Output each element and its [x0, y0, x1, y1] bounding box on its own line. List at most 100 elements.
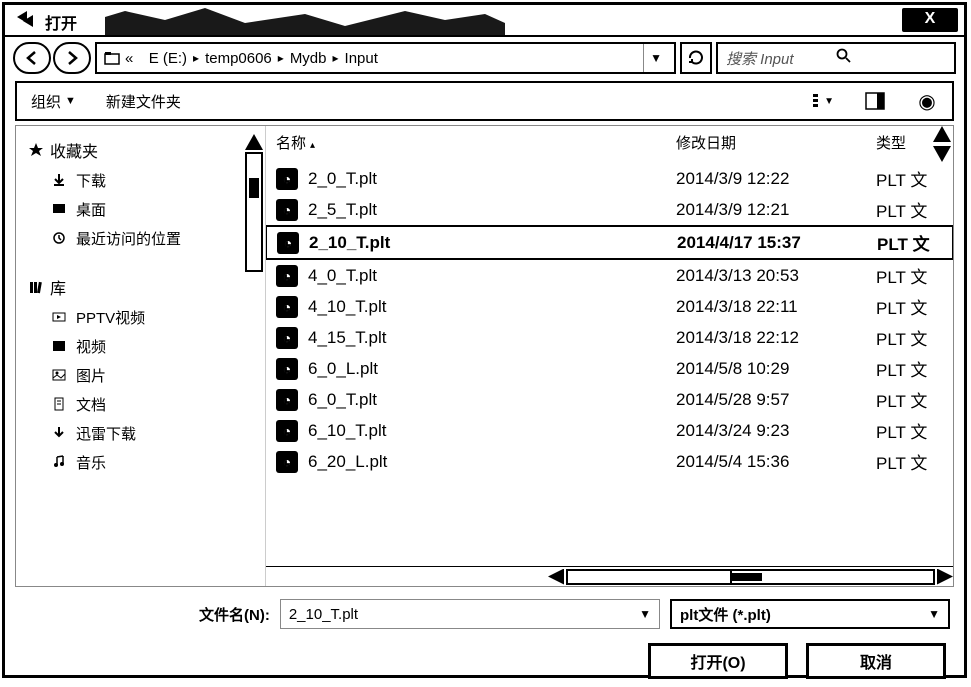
- file-type: PLT 文: [876, 449, 943, 474]
- search-input[interactable]: 搜索 Input: [716, 42, 956, 74]
- column-name[interactable]: 名称▴: [276, 132, 676, 153]
- scroll-track[interactable]: [245, 152, 263, 272]
- file-date: 2014/4/17 15:37: [677, 233, 877, 253]
- file-icon: ◔: [276, 265, 298, 287]
- window-title: 打开: [45, 10, 77, 34]
- breadcrumb-bar[interactable]: « E (E:) ▸ temp0606 ▸ Mydb ▸ Input ▼: [95, 42, 676, 74]
- scroll-up-icon[interactable]: [933, 126, 951, 142]
- chevron-down-icon[interactable]: ▼: [928, 607, 940, 621]
- filter-value: plt文件 (*.plt): [680, 604, 771, 625]
- refresh-button[interactable]: [680, 42, 712, 74]
- sidebar-scrollbar[interactable]: [245, 134, 265, 272]
- file-name: 2_5_T.plt: [308, 200, 676, 220]
- chevron-down-icon[interactable]: ▼: [639, 607, 651, 621]
- file-row[interactable]: ◔6_0_L.plt2014/5/8 10:29PLT 文: [266, 353, 953, 384]
- file-type-filter[interactable]: plt文件 (*.plt) ▼: [670, 599, 950, 629]
- organize-menu[interactable]: 组织 ▼: [31, 91, 76, 112]
- sidebar-item-pptv[interactable]: PPTV视频: [20, 303, 261, 332]
- file-type: PLT 文: [876, 263, 943, 288]
- download-icon: [52, 426, 68, 442]
- filelist-vscrollbar[interactable]: [933, 126, 953, 182]
- sidebar-item-downloads[interactable]: 下载: [20, 166, 261, 195]
- breadcrumb-prefix[interactable]: «: [125, 50, 133, 67]
- view-options-button[interactable]: ▼: [812, 90, 834, 112]
- file-name: 6_20_L.plt: [308, 452, 676, 472]
- library-icon: [28, 279, 44, 295]
- back-button[interactable]: [13, 42, 51, 74]
- scroll-grip[interactable]: [732, 573, 762, 581]
- file-date: 2014/5/8 10:29: [676, 359, 876, 379]
- file-row[interactable]: ◔2_0_T.plt2014/3/9 12:22PLT 文: [266, 163, 953, 194]
- scroll-down-icon[interactable]: [933, 146, 951, 162]
- video-icon: [52, 339, 68, 355]
- pictures-icon: [52, 368, 68, 384]
- file-date: 2014/3/24 9:23: [676, 421, 876, 441]
- libraries-header[interactable]: 库: [20, 271, 261, 303]
- scroll-thumb[interactable]: [249, 178, 259, 198]
- file-date: 2014/3/9 12:22: [676, 169, 876, 189]
- file-name: 2_10_T.plt: [309, 233, 677, 253]
- titlebar[interactable]: 打开 X: [5, 5, 964, 37]
- file-type: PLT 文: [876, 418, 943, 443]
- column-date[interactable]: 修改日期: [676, 132, 876, 153]
- favorites-header[interactable]: 收藏夹: [20, 134, 261, 166]
- sort-indicator-icon: ▴: [310, 140, 315, 151]
- button-row: 打开(O) 取消: [19, 643, 950, 679]
- file-row[interactable]: ◔ 4_0_T.plt2014/3/13 20:53PLT 文: [266, 260, 953, 291]
- file-icon: ◔: [276, 296, 298, 318]
- help-button[interactable]: ◉: [916, 90, 938, 112]
- new-folder-button[interactable]: 新建文件夹: [106, 91, 181, 112]
- file-list: 名称▴ 修改日期 类型 ◔2_0_T.plt2014/3/9 12:22PLT …: [266, 126, 953, 586]
- file-name: 6_0_L.plt: [308, 359, 676, 379]
- filename-row: 文件名(N): 2_10_T.plt ▼ plt文件 (*.plt) ▼: [19, 599, 950, 629]
- scroll-thumb[interactable]: [568, 571, 732, 583]
- sidebar-item-documents[interactable]: 文档: [20, 390, 261, 419]
- file-name: 4_0_T.plt: [308, 266, 676, 286]
- file-list-header: 名称▴ 修改日期 类型: [266, 126, 953, 163]
- filename-input[interactable]: 2_10_T.plt ▼: [280, 599, 660, 629]
- scroll-left-icon[interactable]: [548, 569, 564, 585]
- search-icon[interactable]: [836, 48, 946, 68]
- breadcrumb-dropdown[interactable]: ▼: [643, 44, 668, 72]
- download-icon: [52, 173, 68, 189]
- file-type: PLT 文: [876, 325, 943, 350]
- breadcrumb-item[interactable]: Input: [345, 50, 378, 67]
- filelist-hscrollbar[interactable]: [266, 566, 953, 586]
- scroll-track[interactable]: [566, 569, 935, 585]
- scroll-up-icon[interactable]: [245, 134, 263, 150]
- file-row[interactable]: ◔4_10_T.plt2014/3/18 22:11PLT 文: [266, 291, 953, 322]
- sidebar: 收藏夹 下载 桌面 最近访问的位置 库: [16, 126, 266, 586]
- breadcrumb-item[interactable]: E (E:): [149, 50, 187, 67]
- sidebar-item-pictures[interactable]: 图片: [20, 361, 261, 390]
- cancel-button[interactable]: 取消: [806, 643, 946, 679]
- file-row[interactable]: ◔2_5_T.plt2014/3/9 12:21PLT 文: [266, 194, 953, 225]
- toolbar: 组织 ▼ 新建文件夹 ▼ ◉: [15, 81, 954, 121]
- file-icon: ◔: [276, 358, 298, 380]
- scroll-right-icon[interactable]: [937, 569, 953, 585]
- file-row[interactable]: ◔4_15_T.plt2014/3/18 22:12PLT 文: [266, 322, 953, 353]
- open-button[interactable]: 打开(O): [648, 643, 788, 679]
- file-name: 6_10_T.plt: [308, 421, 676, 441]
- breadcrumb-item[interactable]: temp0606: [205, 50, 272, 67]
- sidebar-item-music[interactable]: 音乐: [20, 448, 261, 477]
- file-row[interactable]: ◔6_0_T.plt2014/5/28 9:57PLT 文: [266, 384, 953, 415]
- preview-pane-button[interactable]: [864, 90, 886, 112]
- close-button[interactable]: X: [902, 8, 958, 32]
- sidebar-item-xunlei[interactable]: 迅雷下载: [20, 419, 261, 448]
- breadcrumb-item[interactable]: Mydb: [290, 50, 327, 67]
- file-row[interactable]: ◔6_20_L.plt2014/5/4 15:36PLT 文: [266, 446, 953, 477]
- video-icon: [52, 310, 68, 326]
- breadcrumb-separator: ▸: [193, 51, 199, 65]
- file-date: 2014/5/4 15:36: [676, 452, 876, 472]
- sidebar-item-video[interactable]: 视频: [20, 332, 261, 361]
- file-row[interactable]: ◔2_10_T.plt2014/4/17 15:37PLT 文: [266, 225, 953, 260]
- forward-button[interactable]: [53, 42, 91, 74]
- file-date: 2014/3/13 20:53: [676, 266, 876, 286]
- sidebar-item-desktop[interactable]: 桌面: [20, 195, 261, 224]
- file-date: 2014/3/18 22:11: [676, 297, 876, 317]
- documents-icon: [52, 397, 68, 413]
- file-row[interactable]: ◔6_10_T.plt2014/3/24 9:23PLT 文: [266, 415, 953, 446]
- file-type: PLT 文: [877, 230, 942, 255]
- breadcrumb-separator: ▸: [333, 51, 339, 65]
- sidebar-item-recent[interactable]: 最近访问的位置: [20, 224, 261, 253]
